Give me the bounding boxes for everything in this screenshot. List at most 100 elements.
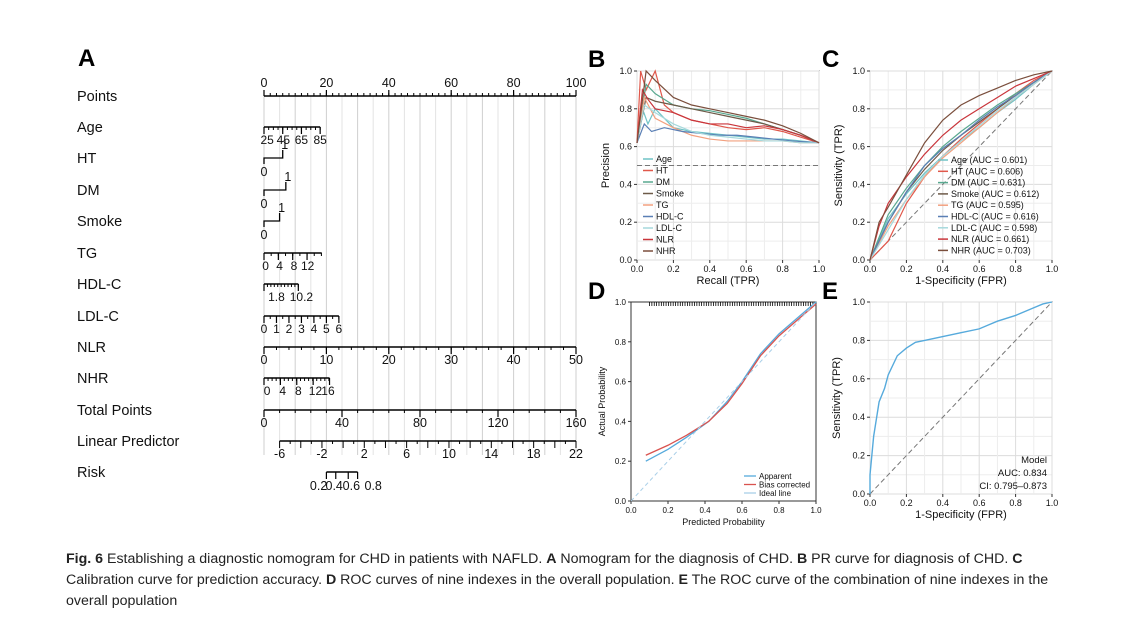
nomogram-tick-label: 120 [488,416,509,430]
legend-entry: HDL-C (AUC = 0.616) [951,212,1039,222]
nomogram-tick-label: 20 [319,76,333,90]
y-tick-label: 0.6 [852,374,865,384]
pr-curve-ldl-c [636,104,819,144]
y-tick-label: 0.6 [615,378,627,387]
legend-entry: HT [656,166,668,176]
y-tick-label: 1.0 [615,298,627,307]
panel-d-calibration: D 0.0 0.2 0.4 0.6 0.8 1.0 0.0 0.2 0.4 0.6 0.8 1.0 Pr… [588,278,822,527]
x-tick-label: 0.4 [937,264,950,274]
x-tick-label: 0.2 [667,264,680,274]
caption-text: The ROC curve of the combination of nine… [66,572,1049,609]
panel-d-letter: D [588,278,605,305]
y-tick-label: 0.2 [852,451,865,461]
nomogram-binary-axis [263,182,287,196]
nomogram-tick-label: 0 [261,322,268,336]
caption-panel-ref: D [325,572,337,588]
nomogram-tick-label: 0.2 [310,479,327,493]
nomogram-tick-label: 30 [444,353,458,367]
y-tick-label: 0.8 [619,104,632,114]
y-axis-label: Actual Probability [597,366,607,436]
legend-entry: LDL-C [656,223,683,233]
legend-entry: Smoke (AUC = 0.612) [951,189,1039,199]
y-tick-label: 0.2 [615,457,627,466]
nomogram-tick-label: 85 [313,133,327,147]
legend-entry: TG [656,200,669,210]
nomogram-tick-label: 16 [321,384,335,398]
nomogram-tick-label: 65 [295,133,309,147]
legend-entry: NHR [656,246,676,256]
figure-canvas: A PointsAgeHTDMSmokeTGHDL-CLDL-CNLRNHRTo… [77,45,1059,527]
legend-entry: LDL-C (AUC = 0.598) [951,223,1037,233]
nomogram-row-label: Points [77,89,117,105]
nomogram-tick-label: 8 [295,384,302,398]
y-tick-label: 1.0 [852,297,865,307]
y-tick-label: 0.6 [852,142,865,152]
model-annotation: Model [1021,455,1047,466]
nomogram-tick-label: 12 [309,384,323,398]
caption-text: Establishing a diagnostic nomogram for C… [103,551,547,567]
legend-entry: HT (AUC = 0.606) [951,166,1023,176]
pr-curve-nhr [636,69,820,144]
nomogram-tick-label: 40 [382,76,396,90]
x-tick-label: 0.4 [699,506,711,515]
y-tick-label: 0.0 [615,497,627,506]
nomogram-tick-label: 0.4 [326,479,343,493]
y-tick-label: 0.0 [852,255,865,265]
y-tick-label: 0.0 [619,255,632,265]
x-tick-label: 0.6 [973,498,986,508]
y-tick-label: 0.2 [619,217,632,227]
nomogram-tick-label: 8 [291,259,298,273]
x-tick-label: 0.0 [631,264,644,274]
nomogram-tick-label: 2 [361,447,368,461]
x-tick-label: 0.8 [1009,264,1022,274]
x-axis-label: 1-Specificity (FPR) [915,275,1007,287]
pr-curve-nlr [636,87,820,144]
legend-entry: Ideal line [759,489,792,498]
nomogram-tick-label: 0 [262,259,269,273]
nomogram-row-label: Risk [77,465,106,481]
nomogram-tick-label: 5 [323,322,330,336]
nomogram-tick-label: 80 [413,416,427,430]
nomogram-tick-label: 0 [261,416,268,430]
y-tick-label: 0.8 [615,338,627,347]
nomogram-row-label: HDL-C [77,277,121,293]
model-annotation: CI: 0.795–0.873 [979,481,1047,492]
calibration-line [630,301,817,502]
nomogram-tick-label: 6 [336,322,343,336]
panel-b-letter: B [588,46,605,73]
y-tick-label: 0.6 [619,142,632,152]
x-tick-label: 0.8 [1009,498,1022,508]
x-tick-label: 1.0 [1046,264,1059,274]
nomogram-tick-label: 10.2 [290,290,314,304]
nomogram-binary-axis [263,150,284,164]
caption-text: Calibration curve for prediction accurac… [66,572,326,588]
y-tick-label: 0.4 [852,179,865,189]
x-tick-label: 0.8 [776,264,789,274]
panel-e-letter: E [822,278,838,305]
y-tick-label: 0.8 [852,335,865,345]
nomogram-tick-label: 0 [261,165,268,179]
nomogram-row-label: Smoke [77,214,122,230]
nomogram-tick-label: 0.6 [343,479,360,493]
caption-text: PR curve for diagnosis of CHD. [807,551,1013,567]
nomogram-row-label: Age [77,120,103,136]
roc-curve [869,70,1053,261]
legend-entry: Bias corrected [759,481,810,490]
y-tick-label: 0.4 [615,417,627,426]
nomogram-tick-label: 20 [382,353,396,367]
nomogram-row-label: NLR [77,340,106,356]
caption-panel-ref: E [678,572,688,588]
caption-panel-ref: B [796,551,808,567]
x-tick-label: 1.0 [810,506,822,515]
x-tick-label: 0.4 [704,264,717,274]
x-tick-label: 0.0 [625,506,637,515]
legend-entry: Age [656,154,672,164]
nomogram-tick-label: 160 [566,416,587,430]
nomogram-tick-label: 1.8 [268,290,285,304]
nomogram-tick-label: 2 [286,322,293,336]
nomogram-tick-label: 0 [264,384,271,398]
x-axis-label: Recall (TPR) [697,275,760,287]
figure-caption: Fig. 6 Establishing a diagnostic nomogra… [66,549,1086,612]
legend-entry: Age (AUC = 0.601) [951,155,1027,165]
nomogram-row-label: DM [77,183,100,199]
